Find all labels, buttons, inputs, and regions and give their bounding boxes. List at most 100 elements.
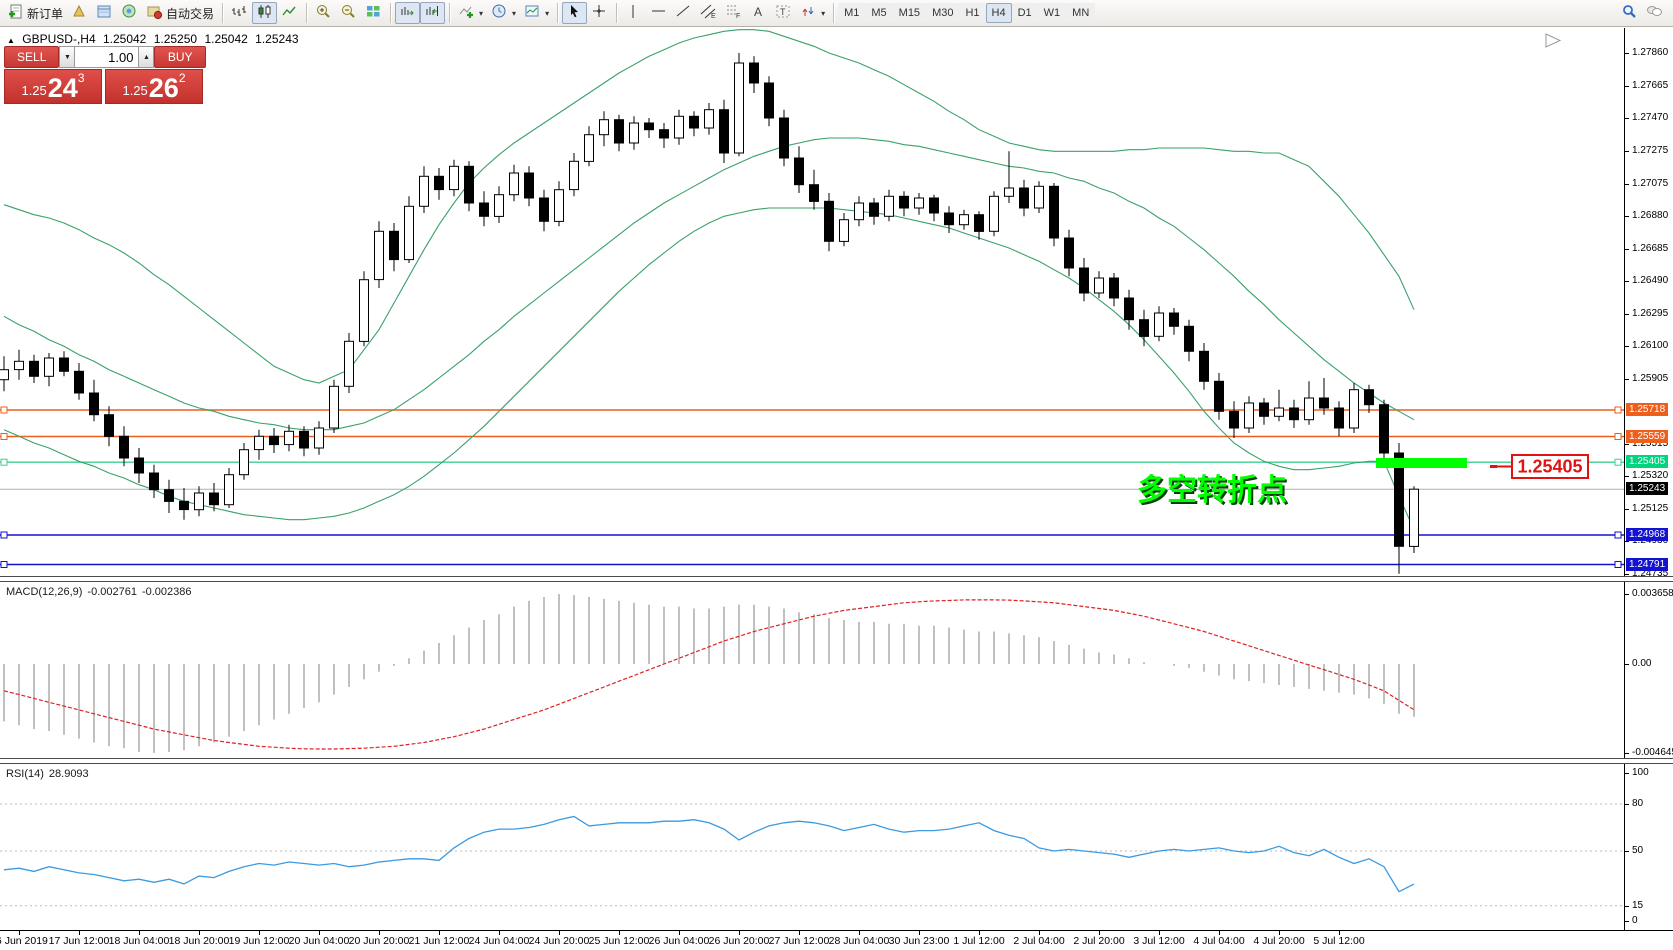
text-button[interactable]: A	[746, 2, 771, 24]
dropdown-caret-icon[interactable]: ▾	[545, 8, 550, 18]
time-tick	[619, 931, 620, 935]
tile-windows-button[interactable]	[361, 2, 386, 24]
bar-chart-button[interactable]	[227, 2, 252, 24]
data-window-button[interactable]	[92, 2, 117, 24]
axis-label: 1.25320	[1632, 470, 1669, 481]
crosshair-button[interactable]	[587, 2, 612, 24]
dropdown-caret-icon[interactable]: ▾	[512, 8, 517, 18]
timeframe-m15-button[interactable]: M15	[892, 3, 927, 23]
rsi-line	[3, 815, 1415, 893]
autotrading-button[interactable]: 自动交易	[142, 2, 218, 24]
timeframe-m1-button[interactable]: M1	[838, 3, 866, 23]
scroll-to-end-icon[interactable]	[1545, 33, 1562, 48]
toolbar-group	[311, 0, 386, 26]
pane-splitter[interactable]	[0, 576, 1673, 582]
axis-label: 1.26880	[1632, 210, 1669, 221]
chart-title: ▲ GBPUSD-,H4 1.25042 1.25250 1.25042 1.2…	[7, 32, 303, 46]
green-zone-rectangle[interactable]	[1376, 458, 1467, 468]
equidistant-channel-button[interactable]: E	[696, 2, 721, 24]
price-badge-black: 1.25243	[1626, 482, 1669, 495]
horizontal-level-line[interactable]	[0, 561, 1624, 568]
svg-text:多空转折点: 多空转折点	[1137, 474, 1287, 507]
time-label: 5 Jul 12:00	[1313, 935, 1365, 947]
ohlc-high: 1.25250	[153, 32, 198, 46]
new-order-button[interactable]: 新订单	[3, 2, 67, 24]
volume-increase-button[interactable]: ▲	[138, 46, 155, 68]
candles-group[interactable]	[0, 53, 1419, 574]
cursor-button[interactable]	[562, 2, 588, 24]
buy-button[interactable]: BUY	[154, 46, 206, 68]
toolbar-separator	[390, 3, 392, 23]
dropdown-caret-icon[interactable]: ▾	[479, 8, 484, 18]
periods-icon	[491, 3, 508, 23]
macd-indicator-pane[interactable]	[0, 582, 1624, 758]
svg-text:A: A	[754, 5, 762, 19]
timeframe-h1-button[interactable]: H1	[959, 3, 986, 23]
market-watch-button[interactable]	[67, 2, 92, 24]
toolbar-group	[395, 0, 446, 26]
svg-text:T: T	[780, 7, 786, 17]
axis-tick	[1625, 444, 1629, 445]
time-tick	[1339, 931, 1340, 935]
templates-icon	[524, 3, 541, 23]
axis-tick	[1625, 314, 1629, 315]
navigator-button[interactable]	[117, 2, 142, 24]
horizontal-line-button[interactable]	[646, 2, 671, 24]
community-icon	[1646, 3, 1663, 23]
sell-price-box[interactable]: 1.25 24 3	[4, 69, 102, 104]
indicators-button[interactable]: ▾	[454, 2, 487, 24]
toolbar-group: 新订单 自动交易	[3, 0, 218, 26]
timeframe-m30-button[interactable]: M30	[926, 3, 960, 23]
price-axis[interactable]: 1.27860 1.27665 1.27470 1.27275 1.27075 1.268…	[1624, 28, 1673, 930]
horizontal-level-line[interactable]	[0, 531, 1624, 539]
timeframe-d1-button[interactable]: D1	[1011, 3, 1038, 23]
rsi-indicator-label: RSI(14) 28.9093	[6, 768, 89, 780]
time-label: 21 Jun 12:00	[408, 935, 470, 947]
axis-label: -0.004645	[1632, 747, 1673, 758]
search-button[interactable]	[1617, 2, 1642, 24]
zoom-in-button[interactable]	[311, 2, 336, 24]
axis-tick	[1625, 118, 1629, 119]
horizontal-line-icon	[650, 3, 667, 23]
toolbar-separator	[222, 3, 224, 23]
collapse-icon[interactable]: ▲	[7, 36, 15, 45]
sell-button[interactable]: SELL	[4, 46, 60, 68]
new-order-icon	[7, 3, 24, 23]
price-callout[interactable]: 1.25405	[1490, 454, 1589, 479]
cursor-icon	[566, 3, 583, 23]
autotrading-icon	[146, 3, 163, 23]
periods-button[interactable]: ▾	[487, 2, 520, 24]
axis-tick	[1625, 216, 1629, 217]
auto-scroll-icon	[399, 3, 416, 23]
timeframe-h4-button[interactable]: H4	[985, 3, 1012, 23]
auto-scroll-button[interactable]	[395, 2, 421, 24]
trend-line-button[interactable]	[671, 2, 696, 24]
time-label: 4 Jul 04:00	[1193, 935, 1245, 947]
time-label: 16 Jun 2019	[0, 935, 48, 947]
line-chart-button[interactable]	[277, 2, 302, 24]
candlestick-chart-button[interactable]	[252, 2, 278, 24]
text-label-button[interactable]: T	[771, 2, 796, 24]
dropdown-caret-icon[interactable]: ▾	[821, 8, 826, 18]
horizontal-level-line[interactable]	[0, 458, 1624, 466]
fibonacci-icon: F	[725, 3, 742, 23]
vertical-line-button[interactable]	[621, 2, 646, 24]
pane-splitter[interactable]	[0, 758, 1673, 764]
community-button[interactable]	[1642, 2, 1667, 24]
buy-price-box[interactable]: 1.25 26 2	[105, 69, 203, 104]
rsi-indicator-pane[interactable]	[0, 764, 1624, 930]
search-icon	[1621, 3, 1638, 23]
fibonacci-button[interactable]: F	[721, 2, 746, 24]
chart-shift-button[interactable]	[420, 2, 446, 24]
timeframe-w1-button[interactable]: W1	[1037, 3, 1067, 23]
templates-button[interactable]: ▾	[520, 2, 553, 24]
volume-input[interactable]	[75, 46, 139, 68]
volume-decrease-button[interactable]: ▼	[59, 46, 76, 68]
timeframe-m5-button[interactable]: M5	[865, 3, 893, 23]
timeframe-mn-button[interactable]: MN	[1066, 3, 1096, 23]
zoom-out-button[interactable]	[336, 2, 361, 24]
arrows-button[interactable]: ▾	[796, 2, 829, 24]
